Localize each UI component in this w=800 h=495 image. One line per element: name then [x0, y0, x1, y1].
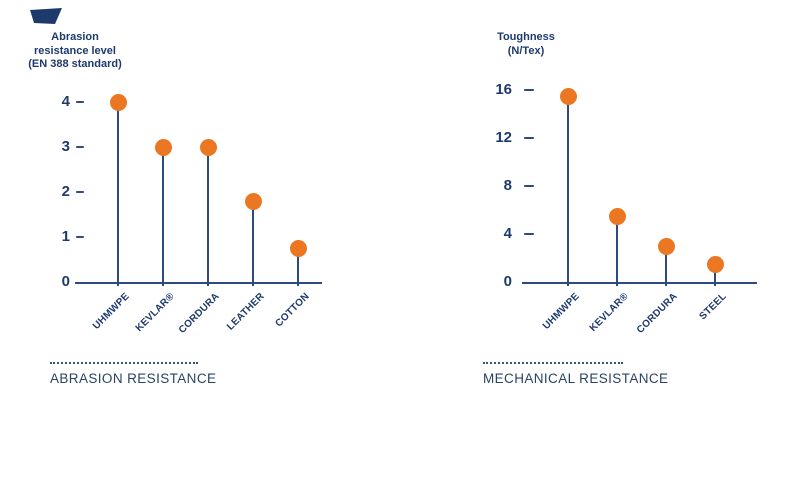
y-tick-mark	[76, 191, 84, 193]
chart-title-line: (EN 388 standard)	[28, 58, 122, 70]
brand-mark-icon	[30, 8, 62, 24]
data-point-marker	[244, 192, 262, 210]
y-tick-mark	[524, 89, 534, 91]
lollipop-stem	[117, 102, 119, 286]
y-tick-label: 2	[61, 183, 70, 200]
data-point-marker	[289, 239, 307, 257]
data-point-marker	[109, 93, 127, 111]
lollipop-stem	[162, 147, 164, 286]
y-tick-label: 0	[61, 273, 70, 290]
section-caption: MECHANICAL RESISTANCE	[483, 362, 668, 386]
y-tick-label: 4	[61, 93, 70, 110]
x-axis-line	[522, 282, 757, 284]
y-tick-label: 4	[503, 225, 512, 242]
chart-title-line: Abrasion	[51, 31, 99, 43]
lollipop-stem	[714, 264, 716, 286]
lollipop-stem	[665, 246, 667, 286]
x-axis-line	[75, 282, 322, 284]
y-tick-label: 1	[61, 228, 70, 245]
y-tick-label: 0	[503, 273, 512, 290]
y-tick-mark	[76, 101, 84, 103]
lollipop-stem	[616, 216, 618, 286]
y-tick-mark	[524, 233, 534, 235]
data-point-marker	[657, 237, 675, 255]
section-caption: ABRASION RESISTANCE	[50, 362, 216, 386]
chart-title: Toughness (N/Tex)	[446, 31, 606, 58]
dotted-divider	[483, 362, 623, 364]
data-point-marker	[706, 255, 724, 273]
data-point-marker	[154, 138, 172, 156]
caption-label: MECHANICAL RESISTANCE	[483, 371, 669, 386]
lollipop-stem	[567, 96, 569, 286]
y-tick-label: 3	[61, 138, 70, 155]
y-tick-label: 8	[503, 177, 512, 194]
y-tick-mark	[76, 236, 84, 238]
y-tick-mark	[76, 146, 84, 148]
chart-title-line: resistance level	[34, 44, 116, 57]
y-tick-mark	[524, 185, 534, 187]
chart-title: Abrasion resistance level (EN 388 standard…	[0, 31, 150, 72]
y-tick-mark	[524, 137, 534, 139]
lollipop-stem	[252, 201, 254, 286]
y-tick-label: 12	[495, 129, 512, 146]
chart-title-line: Toughness	[497, 31, 555, 43]
dotted-divider	[50, 362, 198, 364]
data-point-marker	[199, 138, 217, 156]
y-tick-label: 16	[495, 81, 512, 98]
chart-title-line: (N/Tex)	[507, 44, 545, 57]
caption-label: ABRASION RESISTANCE	[50, 371, 217, 386]
data-point-marker	[559, 87, 577, 105]
lollipop-stem	[207, 147, 209, 286]
data-point-marker	[608, 207, 626, 225]
lollipop-stem	[297, 248, 299, 286]
